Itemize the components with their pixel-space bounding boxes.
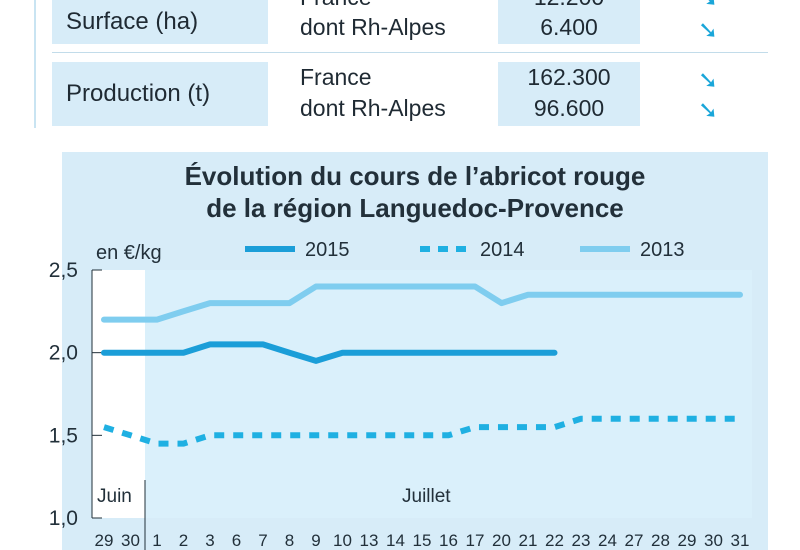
x-tick-label: 10 [333, 531, 352, 550]
x-tick-label: 2 [179, 531, 188, 550]
x-tick-label: 27 [625, 531, 644, 550]
chart-title-line1: Évolution du cours de l’abricot rouge [184, 161, 646, 191]
stats-table: Surface (ha) France dont Rh-Alpes 12.200… [0, 0, 800, 130]
x-tick-label: 31 [731, 531, 750, 550]
stats-row-label: Production (t) [52, 62, 268, 126]
stats-separator [52, 52, 768, 53]
x-tick-label: 1 [152, 531, 161, 550]
x-tick-label: 24 [598, 531, 617, 550]
stats-value-france: 162.300 [527, 64, 611, 90]
month-label: Juin [97, 486, 132, 507]
series-line-2015 [101, 341, 558, 364]
stats-row-label: Surface (ha) [52, 0, 268, 44]
trend-down-icon: ➘ [698, 17, 719, 44]
series-line-2013 [101, 283, 743, 323]
trend-down-icon: ➘ [698, 0, 718, 13]
stats-region-france: France [300, 64, 372, 90]
x-tick-label: 15 [413, 531, 432, 550]
legend-label: 2013 [640, 239, 685, 261]
stats-value-france: 12.200 [498, 0, 640, 13]
stats-region-france: France [300, 0, 372, 13]
x-tick-label: 30 [121, 531, 140, 550]
stats-value-rhalpes: 6.400 [540, 14, 598, 40]
stats-left-rule [34, 0, 36, 128]
y-tick-label: 1,0 [49, 507, 78, 530]
x-tick-label: 7 [258, 531, 267, 550]
x-tick-label: 16 [439, 531, 458, 550]
y-tick-label: 2,5 [49, 259, 78, 282]
x-tick-label: 28 [651, 531, 670, 550]
month-label: Juillet [402, 486, 451, 507]
stats-value-box [498, 0, 640, 44]
y-tick-label: 2,0 [49, 342, 78, 365]
legend-label: 2015 [305, 239, 350, 261]
chart-title-line2: de la région Languedoc-Provence [206, 193, 624, 223]
stats-region-rhalpes: dont Rh-Alpes [300, 14, 446, 40]
x-tick-label: 30 [704, 531, 723, 550]
trend-down-icon: ➘ [698, 67, 719, 94]
x-tick-label: 21 [519, 531, 538, 550]
x-tick-label: 13 [360, 531, 379, 550]
x-tick-label: 14 [386, 531, 405, 550]
stats-value-rhalpes: 96.600 [533, 95, 605, 121]
x-tick-label: 20 [492, 531, 511, 550]
y-tick-label: 1,5 [49, 424, 78, 447]
trend-down-icon: ➘ [698, 97, 719, 124]
series-line-2014 [103, 415, 740, 447]
x-tick-label: 9 [311, 531, 320, 550]
x-tick-label: 6 [232, 531, 241, 550]
chart-title: Évolution du cours de l’abricot rouge de… [62, 160, 768, 224]
x-tick-label: 29 [678, 531, 697, 550]
legend-label: 2014 [480, 239, 525, 261]
x-tick-label: 23 [572, 531, 591, 550]
plot-area-shaded [145, 270, 752, 518]
x-tick-label: 3 [205, 531, 214, 550]
stats-value-box [498, 62, 640, 126]
y-axis-unit-label: en €/kg [96, 242, 162, 264]
x-tick-label: 8 [285, 531, 294, 550]
x-tick-label: 29 [95, 531, 114, 550]
x-tick-label: 22 [545, 531, 564, 550]
x-tick-label: 17 [466, 531, 485, 550]
stats-region-rhalpes: dont Rh-Alpes [300, 95, 446, 121]
